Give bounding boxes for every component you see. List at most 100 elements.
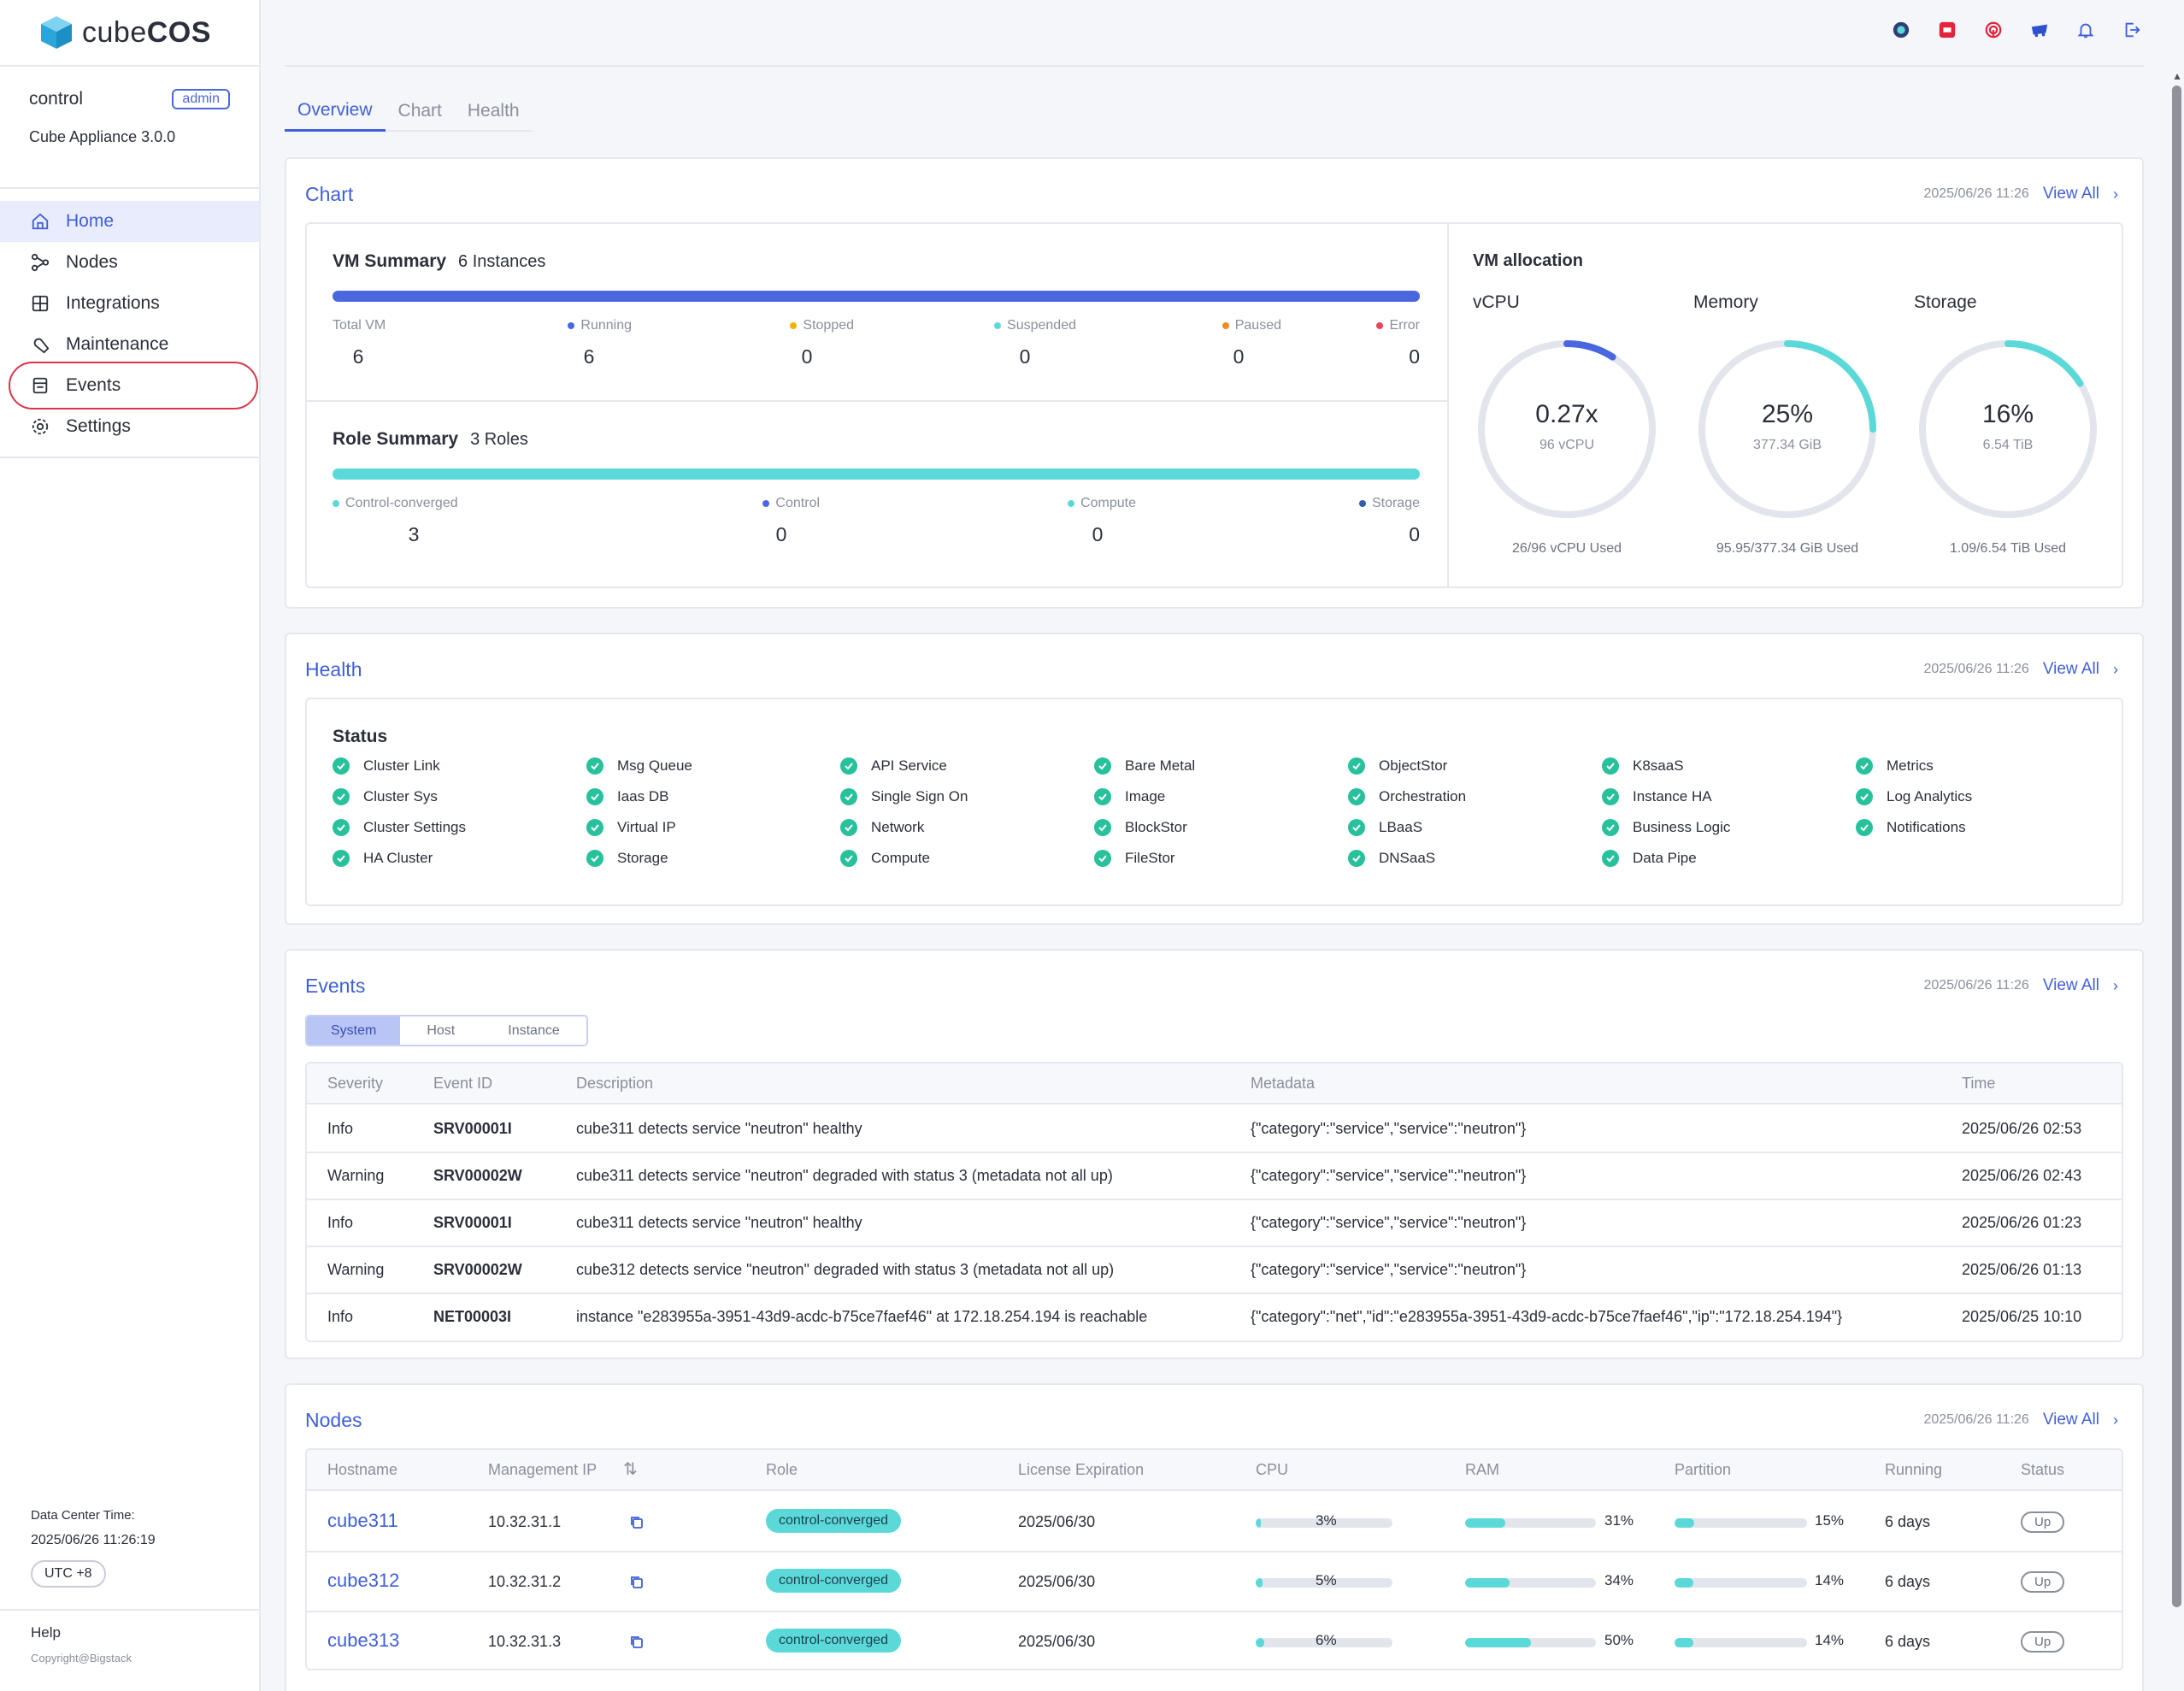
check-circle-icon (1094, 850, 1111, 867)
check-circle-icon (1856, 819, 1873, 836)
part-usage-bar (1675, 1638, 1807, 1647)
column-header[interactable]: Management IP (488, 1461, 598, 1478)
chevron-right-icon[interactable]: › (2113, 660, 2118, 678)
status-badge: Up (2021, 1511, 2065, 1533)
tab-health[interactable]: Health (467, 101, 520, 121)
segment-system[interactable]: System (307, 1016, 401, 1045)
column-header[interactable]: Role (766, 1461, 798, 1478)
table-row[interactable]: Info NET00003I instance "e283955a-3951-43d… (307, 1294, 2122, 1340)
logout-icon[interactable] (2121, 19, 2143, 41)
check-circle-icon (586, 819, 603, 836)
sidebar-item-home[interactable]: Home (0, 201, 259, 242)
health-status-item: Orchestration (1348, 788, 1466, 805)
table-row[interactable]: Info SRV00001I cube311 detects service "ne… (307, 1106, 2122, 1153)
column-header[interactable]: RAM (1465, 1461, 1499, 1478)
home-icon (31, 212, 50, 231)
table-row[interactable]: Info SRV00001I cube311 detects service "ne… (307, 1200, 2122, 1247)
storage-ring (1919, 340, 2097, 518)
sidebar-nav: Home Nodes Integrations Maintenance Even… (0, 189, 259, 458)
health-status-item: Virtual IP (586, 819, 676, 836)
table-cell: {"category":"service","service":"neutron… (1251, 1120, 1527, 1137)
brand-logo[interactable]: cubeCOS (0, 0, 259, 67)
sidebar-footer: Help Copyright@Bigstack (0, 1609, 261, 1678)
segment-instance[interactable]: Instance (508, 1022, 560, 1038)
column-header[interactable]: License Expiration (1018, 1461, 1145, 1478)
column-header[interactable]: Description (576, 1075, 654, 1092)
table-cell: SRV00002W (433, 1167, 522, 1184)
tab-chart[interactable]: Chart (397, 101, 442, 121)
sidebar-item-settings[interactable]: Settings (0, 406, 259, 447)
vm-stat-stopped: Stopped 0 (734, 318, 854, 368)
scrollbar[interactable] (2172, 85, 2181, 1607)
health-status-label: Cluster Link (363, 757, 440, 774)
view-all-link[interactable]: View All (2042, 1411, 2099, 1429)
view-all-link[interactable]: View All (2042, 976, 2099, 994)
hostname-link[interactable]: cube311 (327, 1510, 398, 1531)
health-status-item: HA Cluster (333, 850, 433, 867)
status-badge: Up (2021, 1571, 2065, 1593)
chevron-right-icon[interactable]: › (2113, 185, 2118, 203)
gauge-value: 0.27x (1535, 400, 1598, 428)
health-status-item: Single Sign On (840, 788, 968, 805)
health-status-label: Compute (871, 850, 930, 866)
column-header[interactable]: Hostname (327, 1461, 398, 1478)
chevron-right-icon[interactable]: › (2113, 976, 2118, 994)
check-circle-icon (333, 757, 350, 775)
health-status-label: Instance HA (1633, 788, 1712, 804)
column-header[interactable]: Time (1962, 1075, 1996, 1092)
view-all-link[interactable]: View All (2042, 185, 2099, 203)
ceph-icon[interactable] (1982, 19, 2004, 41)
status-title: Status (333, 727, 388, 746)
hostname-link[interactable]: cube312 (327, 1570, 400, 1591)
globe-icon[interactable] (1890, 19, 1912, 41)
check-circle-icon (586, 850, 603, 867)
part-usage-bar (1675, 1518, 1807, 1528)
role-badge: control-converged (766, 1629, 902, 1653)
bell-icon[interactable] (2075, 19, 2097, 41)
column-header[interactable]: Severity (327, 1075, 384, 1092)
table-header: Severity Event ID Description Metadata T… (307, 1064, 2122, 1105)
copy-icon[interactable] (629, 1515, 645, 1530)
account-panel: control admin Cube Appliance 3.0.0 (0, 67, 259, 189)
chevron-right-icon[interactable]: › (2113, 1411, 2118, 1429)
help-link[interactable]: Help (31, 1624, 61, 1641)
check-circle-icon (586, 788, 603, 805)
copy-icon[interactable] (629, 1575, 645, 1590)
sidebar-item-integrations[interactable]: Integrations (0, 283, 259, 324)
column-header[interactable]: CPU (1256, 1461, 1289, 1478)
ram-usage-fill (1465, 1638, 1531, 1647)
table-row[interactable]: Warning SRV00002W cube311 detects service … (307, 1153, 2122, 1200)
column-header[interactable]: Partition (1675, 1461, 1732, 1478)
cpu-usage-fill (1256, 1638, 1264, 1647)
view-all-link[interactable]: View All (2042, 660, 2099, 678)
timezone-badge[interactable]: UTC +8 (31, 1560, 106, 1588)
health-status-item: Iaas DB (586, 788, 668, 805)
hostname-link[interactable]: cube313 (327, 1629, 400, 1651)
column-header[interactable]: Status (2021, 1461, 2065, 1478)
health-status-item: Business Logic (1602, 819, 1730, 836)
tab-overview[interactable]: Overview (285, 91, 386, 132)
ram-usage-bar (1465, 1638, 1596, 1647)
section-header-right: 2025/06/26 11:26 View All › (1923, 185, 2118, 203)
license-expiration: 2025/06/30 (1018, 1633, 1096, 1650)
kubernetes-icon[interactable] (2028, 19, 2051, 41)
role-badge: control-converged (766, 1509, 902, 1533)
cpu-usage-fill (1256, 1518, 1262, 1528)
health-status-item: Data Pipe (1602, 850, 1697, 867)
copy-icon[interactable] (629, 1635, 645, 1650)
column-header[interactable]: Metadata (1251, 1075, 1316, 1092)
column-header[interactable]: Running (1885, 1461, 1943, 1478)
table-row[interactable]: Warning SRV00002W cube312 detects service … (307, 1247, 2122, 1294)
column-header[interactable]: Event ID (433, 1075, 493, 1092)
table-header: Hostname Management IP ⇅ Role License Ex… (307, 1450, 2122, 1491)
sidebar-item-events[interactable]: Events (0, 362, 259, 409)
segment-host[interactable]: Host (427, 1022, 456, 1038)
sidebar-item-maintenance[interactable]: Maintenance (0, 324, 259, 365)
scroll-up-arrow-icon[interactable]: ▲ (2172, 70, 2182, 82)
openstack-icon[interactable] (1936, 19, 1958, 41)
sort-icon[interactable]: ⇅ (623, 1460, 638, 1479)
sidebar-item-nodes[interactable]: Nodes (0, 242, 259, 283)
updated-timestamp: 2025/06/26 11:26 (1923, 1412, 2029, 1427)
health-status-label: Network (871, 819, 925, 835)
events-icon (31, 376, 50, 395)
